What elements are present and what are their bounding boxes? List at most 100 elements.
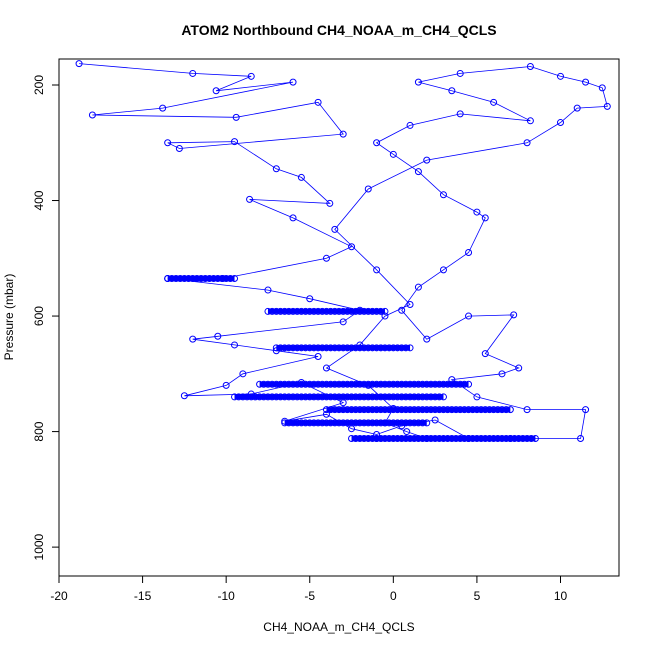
data-point (373, 344, 381, 352)
data-point (335, 406, 343, 414)
data-point (439, 435, 447, 443)
data-point (281, 393, 289, 401)
data-point (460, 380, 468, 388)
data-point (281, 380, 289, 388)
data-point (331, 307, 339, 315)
data-point (272, 165, 280, 173)
data-point (293, 419, 301, 427)
data-point (377, 406, 385, 414)
data-point (402, 406, 410, 414)
data-point (556, 72, 564, 80)
data-point (431, 406, 439, 414)
data-point (231, 393, 239, 401)
data-point (473, 406, 481, 414)
data-point (356, 435, 364, 443)
data-point (603, 102, 611, 110)
data-point (339, 419, 347, 427)
data-point (414, 78, 422, 86)
x-axis: -20 -15 -10 -5 0 5 10 (50, 575, 567, 603)
x-axis-label: CH4_NOAA_m_CH4_QCLS (263, 620, 414, 634)
data-point (348, 425, 356, 433)
data-point (444, 380, 452, 388)
data-point (318, 344, 326, 352)
data-point (348, 380, 356, 388)
data-point (377, 307, 385, 315)
data-point (414, 380, 422, 388)
data-point (406, 406, 414, 414)
data-point (348, 435, 356, 443)
data-point (577, 435, 585, 443)
data-point (373, 430, 381, 438)
data-point (306, 307, 314, 315)
data-point (352, 419, 360, 427)
data-point (510, 311, 518, 319)
data-point (327, 344, 335, 352)
data-point (414, 283, 422, 291)
data-point (502, 406, 510, 414)
data-point (498, 370, 506, 378)
data-point (276, 393, 284, 401)
data-point (360, 406, 368, 414)
y-tick-label: 400 (32, 190, 46, 210)
data-point (322, 410, 330, 418)
data-point (322, 307, 330, 315)
data-point (214, 332, 222, 340)
data-point (306, 393, 314, 401)
data-point (314, 344, 322, 352)
data-point (460, 435, 468, 443)
data-point (485, 406, 493, 414)
data-point (326, 199, 334, 207)
data-point (435, 393, 443, 401)
data-point (414, 393, 422, 401)
data-point (403, 428, 411, 436)
data-point (373, 393, 381, 401)
data-point (272, 393, 280, 401)
data-point (423, 406, 431, 414)
data-point (410, 406, 418, 414)
data-point (368, 406, 376, 414)
data-point (368, 435, 376, 443)
data-point (289, 307, 297, 315)
data-point (394, 393, 402, 401)
data-point (460, 406, 468, 414)
data-point (410, 393, 418, 401)
data-point (406, 393, 414, 401)
data-point (435, 380, 443, 388)
data-point (322, 380, 330, 388)
data-point (385, 406, 393, 414)
data-point (310, 393, 318, 401)
data-point (302, 307, 310, 315)
data-point (348, 393, 356, 401)
data-point (373, 419, 381, 427)
data-point (297, 344, 305, 352)
data-point (368, 344, 376, 352)
data-point (439, 406, 447, 414)
data-point (465, 406, 473, 414)
data-point (598, 84, 606, 92)
data-point (231, 138, 239, 146)
data-point (264, 393, 272, 401)
data-point (423, 435, 431, 443)
data-point (414, 406, 422, 414)
data-point (285, 344, 293, 352)
data-point (373, 380, 381, 388)
data-point (246, 195, 254, 203)
data-point (314, 380, 322, 388)
data-point (381, 419, 389, 427)
chart-title: ATOM2 Northbound CH4_NOAA_m_CH4_QCLS (181, 22, 496, 38)
y-tick-label: 600 (32, 306, 46, 326)
data-point (239, 370, 247, 378)
data-point (297, 393, 305, 401)
data-point (414, 168, 422, 176)
data-point (452, 435, 460, 443)
data-point (322, 406, 330, 414)
data-point (582, 406, 590, 414)
data-point (356, 419, 364, 427)
plot-area (75, 60, 611, 443)
data-point (406, 419, 414, 427)
data-point (281, 344, 289, 352)
data-point (364, 435, 372, 443)
data-point (473, 393, 481, 401)
data-point (356, 380, 364, 388)
data-point (272, 380, 280, 388)
